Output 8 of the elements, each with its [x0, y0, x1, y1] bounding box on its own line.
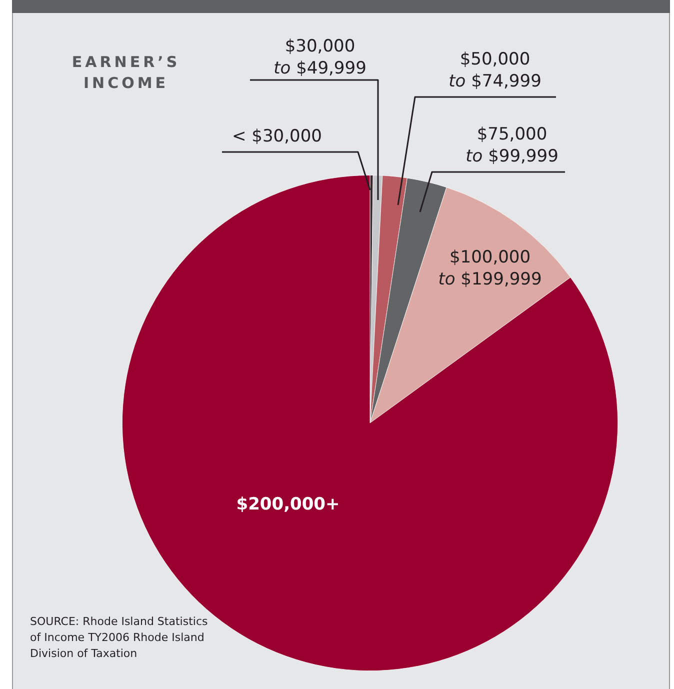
slice-label: $200,000+ [236, 494, 340, 514]
slice-label: $100,000 to $199,999 [438, 247, 542, 290]
slice-label: < $30,000 [232, 126, 322, 146]
source-note: SOURCE: Rhode Island Statistics of Income TY2006 Rhode Island Division of Taxation [30, 614, 208, 660]
text: EARNER’S INCOME [72, 52, 180, 92]
slice-label: $50,000 to $74,999 [448, 49, 542, 92]
slice-label: $75,000 to $99,999 [466, 124, 558, 166]
slice-label: $30,000 to $49,999 [274, 36, 366, 78]
